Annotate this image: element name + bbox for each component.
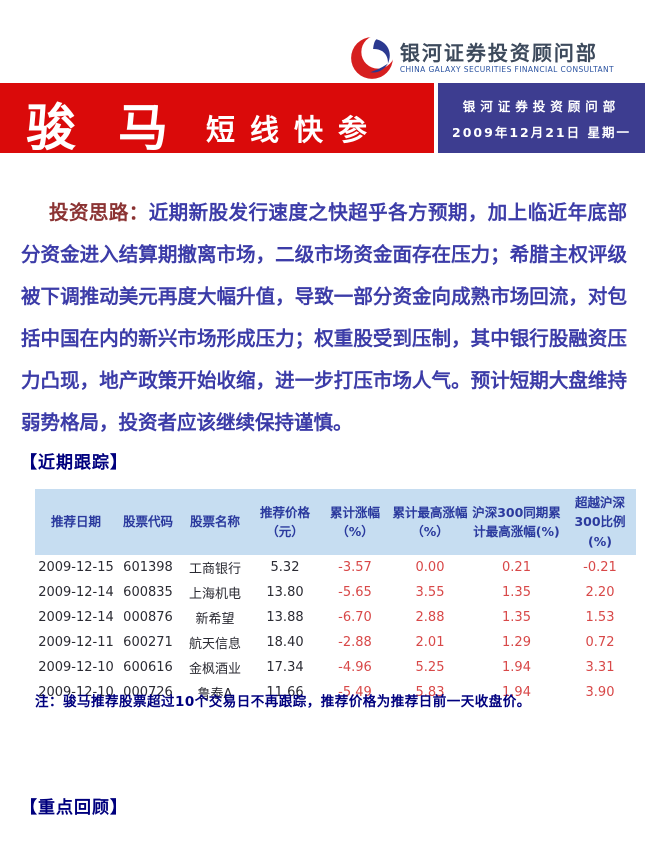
publication-title: 骏马 [26, 98, 210, 157]
table-cell: 2009-12-10 [35, 680, 117, 706]
publication-subtitle: 短线快参 [206, 113, 383, 147]
logo-name-cn: 银河证券投资顾问部 [399, 40, 598, 65]
table-cell: -2.88 [319, 630, 391, 656]
table-cell: 2.01 [391, 630, 469, 656]
table-footnote: 注：骏马推荐股票超过10个交易日不再跟踪，推荐价格为推荐日前一天收盘价。 [35, 694, 531, 710]
table-cell: 600616 [117, 655, 179, 681]
table-cell: 1.35 [469, 580, 564, 606]
banner-blue-block: 银河证券投资顾问部 2009年12月21日 星期一 [438, 83, 645, 153]
table-cell: 3.90 [564, 680, 636, 706]
banner-date: 2009年12月21日 星期一 [452, 124, 631, 140]
table-cell: 13.88 [251, 605, 319, 631]
table-cell: 0.00 [391, 555, 469, 581]
table-cell: 3.55 [391, 580, 469, 606]
table-cell: 2.20 [564, 580, 636, 606]
table-column-header: 股票名称 [179, 489, 251, 556]
table-cell: 金枫酒业 [179, 655, 251, 681]
table-cell: 5.83 [391, 680, 469, 706]
section-header-tracking: 【近期跟踪】 [20, 453, 128, 473]
table-cell: -4.96 [319, 655, 391, 681]
table-cell: 上海机电 [179, 580, 251, 606]
table-cell: 13.80 [251, 580, 319, 606]
logo-name-en: CHINA GALAXY SECURITIES FINANCIAL CONSUL… [399, 64, 614, 74]
table-cell: 000876 [117, 605, 179, 631]
table-row: 2009-12-15 601398 工商银行 5.32 -3.57 0.00 0.21 -0.… [35, 555, 636, 581]
table-column-header: 累计涨幅（%） [319, 489, 391, 556]
table-column-header: 累计最高涨幅（%） [391, 489, 469, 556]
table-cell: -6.70 [319, 605, 391, 631]
table-cell: 601398 [117, 555, 179, 581]
banner-dept: 银河证券投资顾问部 [462, 98, 621, 114]
investment-idea-paragraph: 投资思路：近期新股发行速度之快超乎各方预期，加上临近年底部分资金进入结算期撤离市… [21, 192, 627, 444]
table-cell: 5.25 [391, 655, 469, 681]
table-column-header: 推荐价格（元） [251, 489, 319, 556]
table-cell: 1.94 [469, 655, 564, 681]
table-cell: 18.40 [251, 630, 319, 656]
banner-red-block: 骏马 短线快参 [0, 83, 434, 157]
table-cell: 1.35 [469, 605, 564, 631]
table-row: 2009-12-10 600616 金枫酒业 17.34 -4.96 5.25 1.94 3.… [35, 655, 636, 681]
table-cell: 工商银行 [179, 555, 251, 581]
table-cell: 600835 [117, 580, 179, 606]
table-row: 2009-12-14 600835 上海机电 13.80 -5.65 3.55 1.35 2.… [35, 580, 636, 606]
table-cell: 1.94 [469, 680, 564, 706]
investment-idea-text: 近期新股发行速度之快超乎各方预期，加上临近年底部分资金进入结算期撤离市场，二级市… [21, 200, 627, 434]
table-cell: -5.49 [319, 680, 391, 706]
table-cell: 1.29 [469, 630, 564, 656]
table-cell: 2009-12-14 [35, 605, 117, 631]
masthead-banner: 骏马 短线快参 银河证券投资顾问部 2009年12月21日 星期一 [0, 83, 648, 157]
table-cell: 航天信息 [179, 630, 251, 656]
table-row: 2009-12-10 000726 鲁泰A 11.66 -5.49 5.83 1.94 3.9… [35, 680, 636, 706]
table-header-row: 推荐日期 股票代码 股票名称 推荐价格（元） 累计涨幅（%） 累计最高涨幅（%） 沪深300… [35, 489, 636, 556]
table-row: 2009-12-14 000876 新希望 13.88 -6.70 2.88 1.35 1.5… [35, 605, 636, 631]
table-cell: -0.21 [564, 555, 636, 581]
table-cell: 11.66 [251, 680, 319, 706]
logo-text: 银河证券投资顾问部 CHINA GALAXY SECURITIES FINANC… [400, 42, 614, 74]
table-cell: -5.65 [319, 580, 391, 606]
table-cell: 000726 [117, 680, 179, 706]
table-cell: 3.31 [564, 655, 636, 681]
investment-idea-label: 投资思路： [49, 200, 149, 224]
table-cell: 2.88 [391, 605, 469, 631]
table-column-header: 股票代码 [117, 489, 179, 556]
table-cell: 新希望 [179, 605, 251, 631]
table-body: 2009-12-15 601398 工商银行 5.32 -3.57 0.00 0.21 -0.… [35, 555, 636, 706]
table-cell: 2009-12-14 [35, 580, 117, 606]
section-header-review: 【重点回顾】 [20, 798, 128, 818]
table-cell: -3.57 [319, 555, 391, 581]
table-cell: 2009-12-11 [35, 630, 117, 656]
table-cell: 鲁泰A [179, 680, 251, 706]
table-cell: 2009-12-10 [35, 655, 117, 681]
table-cell: 5.32 [251, 555, 319, 581]
stock-tracking-table: 推荐日期 股票代码 股票名称 推荐价格（元） 累计涨幅（%） 累计最高涨幅（%） 沪深300… [35, 489, 636, 706]
table-cell: 0.21 [469, 555, 564, 581]
table-cell: 600271 [117, 630, 179, 656]
galaxy-swirl-icon [350, 36, 394, 79]
table-row: 2009-12-11 600271 航天信息 18.40 -2.88 2.01 1.29 0.… [35, 630, 636, 656]
table-column-header: 沪深300同期累计最高涨幅(%) [469, 489, 564, 556]
table-cell: 1.53 [564, 605, 636, 631]
table-column-header: 超越沪深300比例(%) [564, 489, 636, 556]
table-column-header: 推荐日期 [35, 489, 117, 556]
company-logo: 银河证券投资顾问部 CHINA GALAXY SECURITIES FINANC… [350, 36, 614, 80]
table-cell: 17.34 [251, 655, 319, 681]
table-cell: 0.72 [564, 630, 636, 656]
table-cell: 2009-12-15 [35, 555, 117, 581]
